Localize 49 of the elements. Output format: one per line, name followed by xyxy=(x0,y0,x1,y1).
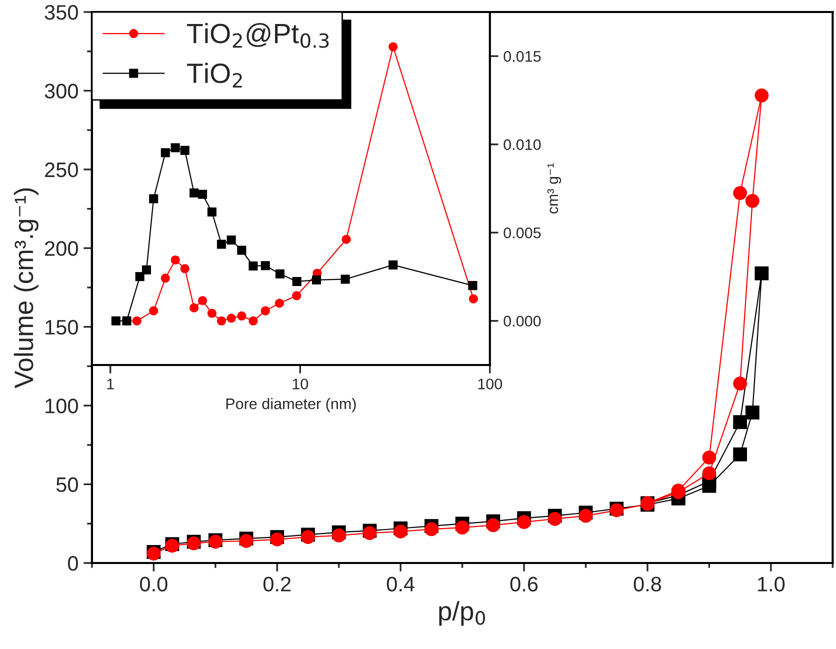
point xyxy=(745,194,760,208)
point xyxy=(754,266,769,280)
y-tick-label: 300 xyxy=(44,84,78,98)
x-tick-label: 10 xyxy=(292,378,308,390)
x-tick-label: 0.2 xyxy=(263,576,291,592)
point xyxy=(517,515,531,530)
point xyxy=(702,450,716,464)
y-tick-label: 200 xyxy=(45,241,78,256)
point xyxy=(578,508,593,523)
x-axis-title: p/p$_{0}$ xyxy=(439,601,485,626)
x-tick-label: 0.0 xyxy=(140,576,168,592)
y-axis-title: cm³ g⁻¹ xyxy=(547,163,562,214)
y-tick-label: 50 xyxy=(56,477,78,492)
point xyxy=(754,88,769,102)
x-tick-label: 0.6 xyxy=(510,576,538,592)
y-tick-label: 0 xyxy=(68,556,78,571)
point xyxy=(702,466,716,480)
y-tick-label: 0.010 xyxy=(504,139,541,150)
point xyxy=(733,415,748,430)
point xyxy=(486,518,500,532)
y-tick-label: 0.005 xyxy=(504,227,541,238)
x-tick-label: 100 xyxy=(478,378,502,390)
y-tick-label: 0.000 xyxy=(504,316,541,327)
point xyxy=(733,447,748,462)
x-tick-label: 1 xyxy=(107,378,114,390)
x-tick-label: 0.8 xyxy=(634,576,662,592)
x-axis-title: Pore diameter (nm) xyxy=(226,398,356,412)
point xyxy=(270,532,284,546)
point xyxy=(745,406,760,420)
point xyxy=(332,528,346,542)
legend-label: TiO$_{2}$@Pt$_{0.3}$ xyxy=(187,22,329,48)
point xyxy=(424,522,438,536)
point xyxy=(362,526,377,540)
point xyxy=(455,520,470,535)
x-tick-label: 1.0 xyxy=(758,576,785,592)
y-tick-label: 150 xyxy=(46,320,78,335)
point xyxy=(733,186,748,200)
y-tick-label: 100 xyxy=(46,398,78,414)
point xyxy=(733,376,748,390)
point xyxy=(394,524,408,538)
point xyxy=(301,530,315,544)
y-tick-label: 250 xyxy=(45,162,78,178)
y-tick-label: 0.015 xyxy=(504,51,541,62)
y-axis-title: Volume (cm³.g⁻¹) xyxy=(14,188,38,388)
x-tick-label: 0.4 xyxy=(386,576,414,592)
legend-label: TiO$_{2}$ xyxy=(187,62,242,88)
y-tick-label: 350 xyxy=(44,5,78,20)
point xyxy=(239,534,254,548)
point xyxy=(548,512,562,526)
